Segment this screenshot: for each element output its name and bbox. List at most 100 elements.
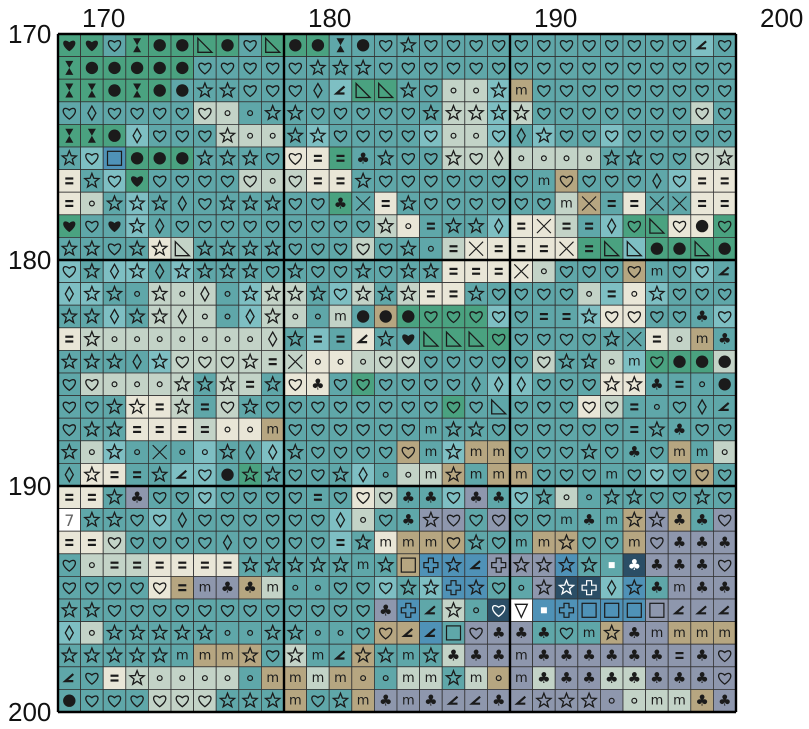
pattern-cell — [147, 417, 172, 442]
pattern-cell — [532, 689, 556, 713]
pattern-cell: m — [351, 553, 375, 577]
svg-text:m: m — [628, 536, 641, 551]
pattern-cell — [554, 440, 579, 464]
pattern-cell — [57, 304, 82, 329]
pattern-cell — [328, 78, 353, 103]
pattern-cell — [170, 146, 195, 171]
pattern-cell: ♣ — [351, 146, 375, 171]
pattern-cell — [373, 56, 398, 80]
pattern-cell — [238, 485, 262, 510]
pattern-cell — [260, 101, 285, 125]
pattern-cell — [373, 259, 398, 284]
pattern-cell — [577, 485, 601, 510]
pattern-cell — [600, 78, 624, 103]
pattern-cell — [283, 485, 308, 510]
pattern-cell — [577, 56, 601, 80]
pattern-cell — [600, 553, 624, 577]
pattern-cell — [554, 327, 579, 351]
pattern-cell — [57, 530, 82, 555]
pattern-cell — [532, 576, 556, 600]
pattern-cell — [57, 282, 82, 306]
pattern-cell — [215, 508, 240, 532]
pattern-cell: m — [283, 689, 308, 713]
svg-text:♣: ♣ — [447, 647, 460, 665]
pattern-cell — [441, 508, 466, 532]
pattern-cell — [351, 576, 375, 600]
pattern-cell: ♣ — [464, 485, 488, 510]
pattern-cell — [509, 304, 534, 329]
pattern-cell — [486, 508, 511, 532]
pattern-cell — [215, 282, 240, 306]
pattern-cell — [713, 169, 737, 193]
pattern-cell — [328, 417, 353, 442]
pattern-cell: ♣ — [600, 643, 624, 668]
svg-text:m: m — [605, 513, 618, 528]
pattern-cell: m — [645, 621, 669, 645]
pattern-cell — [215, 462, 240, 487]
pattern-cell: ♣ — [577, 508, 601, 532]
pattern-cell — [373, 621, 398, 645]
pattern-cell — [690, 485, 714, 510]
svg-text:m: m — [538, 174, 551, 189]
pattern-cell — [486, 282, 511, 306]
pattern-cell — [532, 146, 556, 171]
pattern-cell — [147, 169, 172, 193]
pattern-cell — [373, 395, 398, 419]
pattern-cell — [306, 282, 330, 306]
x-axis-label-200: 200 — [760, 3, 804, 33]
pattern-cell — [260, 643, 285, 668]
svg-text:m: m — [199, 581, 212, 596]
pattern-cell — [193, 101, 217, 125]
pattern-cell: m — [690, 327, 714, 351]
pattern-cell — [193, 440, 217, 464]
pattern-cell — [645, 33, 669, 58]
pattern-cell — [600, 56, 624, 80]
pattern-cell — [283, 282, 308, 306]
pattern-cell — [554, 462, 579, 487]
y-axis-label-180: 180 — [8, 245, 52, 275]
pattern-cell — [509, 169, 534, 193]
pattern-cell — [577, 689, 601, 713]
pattern-cell — [373, 485, 398, 510]
pattern-cell: m — [645, 259, 669, 284]
pattern-cell — [238, 553, 262, 577]
pattern-cell — [554, 282, 579, 306]
svg-text:♣: ♣ — [718, 692, 731, 710]
pattern-cell — [419, 395, 443, 419]
pattern-cell — [328, 56, 353, 80]
pattern-cell — [147, 78, 172, 103]
pattern-cell — [577, 372, 601, 397]
pattern-cell — [713, 191, 737, 216]
pattern-cell — [532, 124, 556, 148]
svg-text:♣: ♣ — [673, 511, 686, 529]
pattern-cell — [306, 440, 330, 464]
pattern-cell — [57, 56, 82, 80]
pattern-cell — [419, 304, 443, 329]
pattern-cell — [260, 440, 285, 464]
pattern-cell — [283, 259, 308, 284]
pattern-cell: m — [690, 621, 714, 645]
pattern-cell — [351, 508, 375, 532]
pattern-cell — [441, 236, 466, 261]
pattern-cell — [373, 101, 398, 125]
pattern-cell — [373, 553, 398, 577]
pattern-cell — [509, 576, 534, 600]
pattern-cell — [509, 33, 534, 58]
pattern-cell — [373, 462, 398, 487]
pattern-cell — [125, 643, 149, 668]
pattern-cell — [509, 349, 534, 374]
svg-text:♣: ♣ — [673, 556, 686, 574]
pattern-cell — [667, 236, 692, 261]
pattern-cell: m — [486, 462, 511, 487]
svg-text:m: m — [628, 355, 641, 370]
pattern-cell — [170, 349, 195, 374]
pattern-cell — [328, 214, 353, 238]
pattern-cell — [328, 598, 353, 623]
pattern-cell — [80, 440, 104, 464]
pattern-cell — [102, 304, 127, 329]
pattern-cell — [373, 214, 398, 238]
pattern-cell: m — [532, 169, 556, 193]
pattern-cell: ♣ — [554, 643, 579, 668]
svg-text:♣: ♣ — [537, 647, 550, 665]
pattern-cell — [170, 553, 195, 577]
